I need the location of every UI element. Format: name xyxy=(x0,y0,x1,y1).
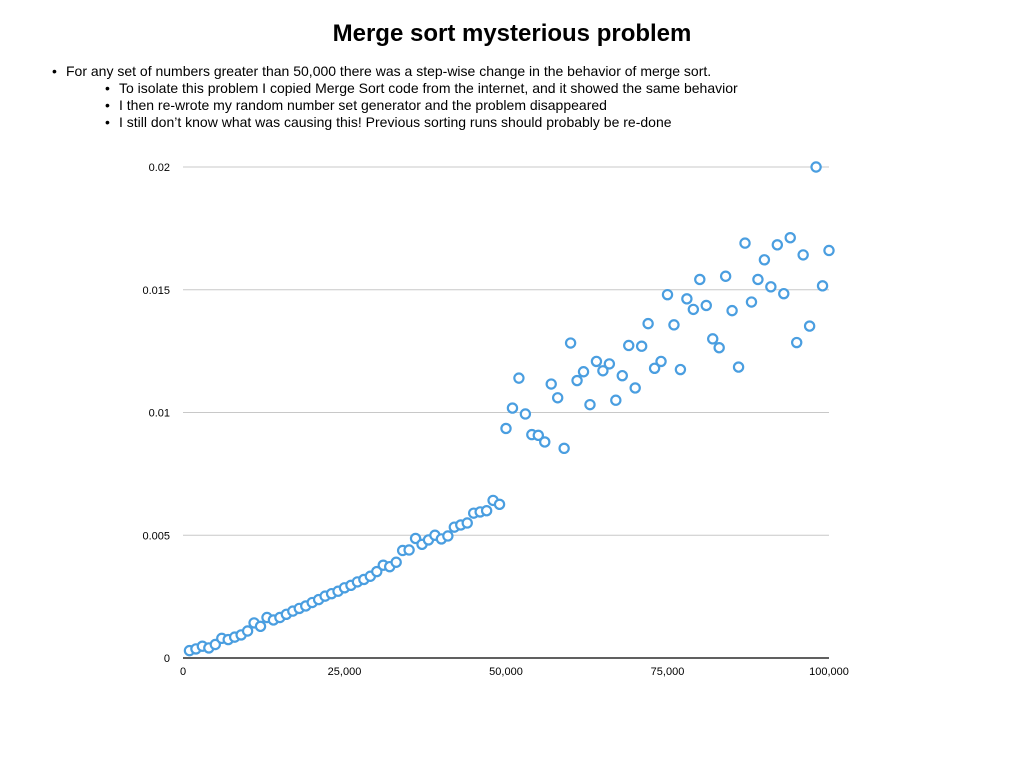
bullet-list: For any set of numbers greater than 50,0… xyxy=(48,63,738,131)
data-point xyxy=(551,392,564,404)
slide-title: Merge sort mysterious problem xyxy=(332,20,692,47)
data-point xyxy=(616,369,628,382)
bullet-item: For any set of numbers greater than 50,0… xyxy=(48,63,738,131)
data-point xyxy=(674,363,687,376)
data-points xyxy=(183,161,835,657)
data-point xyxy=(493,498,506,511)
data-point xyxy=(500,422,512,435)
data-point xyxy=(442,530,454,542)
sub-bullet-item: I still don’t know what was causing this… xyxy=(101,114,738,131)
x-tick-label: 0 xyxy=(180,666,186,678)
data-point xyxy=(700,299,712,312)
data-point xyxy=(584,398,596,411)
x-tick-label: 25,000 xyxy=(328,666,362,678)
data-point xyxy=(629,382,641,394)
data-point xyxy=(577,366,590,378)
data-point xyxy=(519,408,532,420)
data-point xyxy=(661,288,674,301)
gridlines xyxy=(183,166,829,536)
data-point xyxy=(371,565,383,578)
data-point xyxy=(791,336,803,349)
data-point xyxy=(241,625,254,637)
data-point xyxy=(545,378,557,390)
data-point xyxy=(648,362,661,375)
data-point xyxy=(719,270,732,282)
data-point xyxy=(610,394,622,406)
data-point xyxy=(732,361,745,373)
x-tick-label: 75,000 xyxy=(651,666,685,678)
data-point xyxy=(642,317,654,330)
data-point xyxy=(403,544,415,556)
data-point xyxy=(739,237,751,249)
data-point xyxy=(668,319,680,331)
data-point xyxy=(532,429,545,442)
data-point xyxy=(765,281,777,293)
sub-bullet-item: I then re-wrote my random number set gen… xyxy=(101,97,738,114)
data-point xyxy=(745,296,758,308)
data-point xyxy=(687,303,700,316)
data-point xyxy=(797,249,809,261)
data-point xyxy=(597,365,609,377)
y-tick-label: 0.005 xyxy=(142,530,170,542)
data-point xyxy=(803,320,816,332)
data-point xyxy=(810,161,822,173)
data-point xyxy=(254,620,267,633)
bullet-text: For any set of numbers greater than 50,0… xyxy=(66,63,712,79)
data-point xyxy=(461,517,473,529)
sub-bullet-item: To isolate this problem I copied Merge S… xyxy=(101,80,738,97)
y-tick-label: 0 xyxy=(164,653,170,665)
data-point xyxy=(623,339,635,352)
data-point xyxy=(513,372,525,384)
y-tick-label: 0.01 xyxy=(149,408,170,420)
sub-bullet-list: To isolate this problem I copied Merge S… xyxy=(66,80,738,131)
x-tick-label: 100,000 xyxy=(809,666,849,678)
data-point xyxy=(681,293,693,305)
axes: 0 0.005 0.01 0.015 0.02 0 25,000 50,000 75,000 10… xyxy=(142,162,848,678)
data-point xyxy=(635,340,648,352)
data-point xyxy=(726,304,738,317)
data-point xyxy=(778,287,790,300)
data-point xyxy=(390,556,402,568)
x-tick-label: 50,000 xyxy=(489,666,523,678)
data-point xyxy=(564,337,577,349)
data-point xyxy=(758,254,771,266)
data-point xyxy=(784,232,796,244)
data-point xyxy=(752,273,764,286)
y-tick-label: 0.015 xyxy=(142,285,170,297)
data-point xyxy=(558,442,570,455)
data-point xyxy=(506,402,519,414)
y-tick-label: 0.02 xyxy=(149,162,170,174)
data-point xyxy=(539,436,551,448)
data-point xyxy=(771,239,784,251)
data-point xyxy=(713,341,725,354)
data-point xyxy=(694,273,706,286)
data-point xyxy=(823,244,835,257)
data-point xyxy=(603,358,616,370)
data-point xyxy=(571,374,583,387)
data-point xyxy=(590,355,603,368)
data-point xyxy=(480,505,493,517)
data-point xyxy=(816,280,829,292)
data-point xyxy=(655,355,667,368)
data-point xyxy=(707,333,719,345)
